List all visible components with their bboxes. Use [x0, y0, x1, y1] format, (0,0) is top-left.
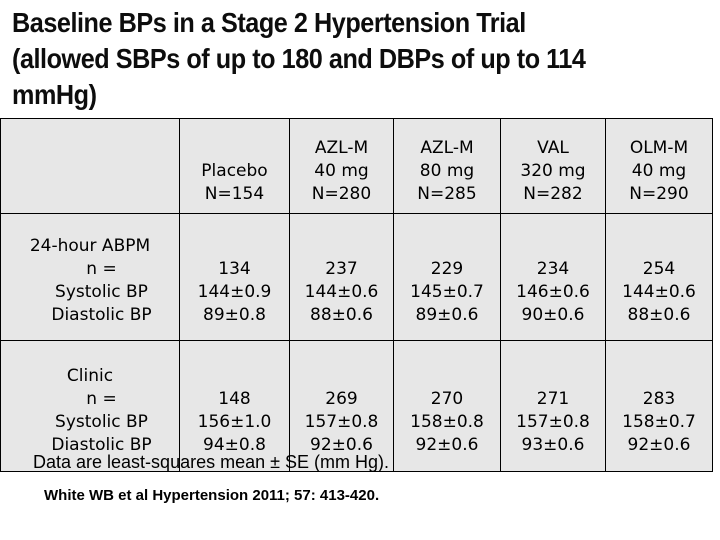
- row-group-label: Clinic: [66, 366, 114, 386]
- col-header-line: 80 mg: [419, 161, 475, 181]
- cell-clinic-azlm-80: 270 158±0.8 92±0.6: [393, 340, 501, 472]
- cell-abpm-olmm-40: 254 144±0.6 88±0.6: [605, 213, 713, 341]
- cell-value: 283: [642, 389, 676, 409]
- cell-abpm-placebo: 134 144±0.9 89±0.8: [179, 213, 290, 341]
- table-row-24hr-abpm: 24-hour ABPM n = Systolic BP Diastolic B…: [0, 213, 713, 341]
- col-header-azlm-40: AZL-M 40 mg N=280: [289, 118, 394, 214]
- metric-label-systolic: Systolic BP: [55, 412, 148, 432]
- cell-value: 237: [325, 259, 358, 279]
- cell-value: 92±0.6: [627, 435, 691, 455]
- col-header-line: N=285: [417, 184, 477, 204]
- cell-value: 88±0.6: [627, 305, 691, 325]
- col-header-line: 40 mg: [631, 161, 687, 181]
- table-header-row: Placebo N=154 AZL-M 40 mg N=280 AZL-M 80…: [0, 118, 713, 214]
- corner-cell: [0, 118, 180, 214]
- cell-abpm-azlm-80: 229 145±0.7 89±0.6: [393, 213, 501, 341]
- cell-clinic-olmm-40: 283 158±0.7 92±0.6: [605, 340, 713, 472]
- col-header-line: AZL-M: [314, 138, 369, 158]
- metric-label-diastolic: Diastolic BP: [51, 305, 152, 325]
- table-row-clinic: Clinic n = Systolic BP Diastolic BP 148 …: [0, 340, 713, 472]
- cell-value: 158±0.8: [410, 412, 484, 432]
- cell-value: 229: [430, 259, 464, 279]
- slide-title-line-1: Baseline BPs in a Stage 2 Hypertension T…: [12, 7, 526, 38]
- cell-value: 234: [536, 259, 570, 279]
- col-header-line: N=290: [629, 184, 689, 204]
- cell-clinic-azlm-40: 269 157±0.8 92±0.6: [289, 340, 394, 472]
- col-header-val-320: VAL 320 mg N=282: [500, 118, 606, 214]
- cell-value: 157±0.8: [516, 412, 590, 432]
- slide-title: Baseline BPs in a Stage 2 Hypertension T…: [12, 5, 714, 113]
- cell-value: 88±0.6: [310, 305, 373, 325]
- slide-title-line-3: mmHg): [12, 79, 97, 110]
- cell-value: 156±1.0: [197, 412, 272, 432]
- cell-value: 92±0.6: [415, 435, 479, 455]
- cell-value: 144±0.6: [622, 282, 696, 302]
- col-header-placebo: Placebo N=154: [179, 118, 290, 214]
- col-header-line: OLM-M: [629, 138, 689, 158]
- col-header-line: N=282: [523, 184, 583, 204]
- cell-value: 94±0.8: [203, 435, 266, 455]
- cell-value: 148: [218, 389, 251, 409]
- col-header-line: N=154: [204, 184, 265, 204]
- cell-value: 144±0.9: [197, 282, 272, 302]
- cell-value: 157±0.8: [304, 412, 379, 432]
- col-header-azlm-80: AZL-M 80 mg N=285: [393, 118, 501, 214]
- cell-value: 92±0.6: [310, 435, 373, 455]
- cell-value: 158±0.7: [622, 412, 696, 432]
- cell-value: 90±0.6: [521, 305, 585, 325]
- col-header-line: AZL-M: [420, 138, 474, 158]
- cell-value: 134: [218, 259, 251, 279]
- col-header-line: VAL: [537, 138, 569, 158]
- row-label-24hr-abpm: 24-hour ABPM n = Systolic BP Diastolic B…: [0, 213, 180, 341]
- cell-value: 271: [536, 389, 570, 409]
- metric-label-n: n =: [86, 389, 117, 409]
- cell-clinic-val-320: 271 157±0.8 93±0.6: [500, 340, 606, 472]
- metric-label-diastolic: Diastolic BP: [51, 435, 152, 455]
- col-header-line: 320 mg: [520, 161, 586, 181]
- cell-value: 146±0.6: [516, 282, 590, 302]
- cell-value: 145±0.7: [410, 282, 484, 302]
- col-header-olmm-40: OLM-M 40 mg N=290: [605, 118, 713, 214]
- col-header-line: N=280: [311, 184, 372, 204]
- metric-label-n: n =: [86, 259, 117, 279]
- cell-value: 254: [642, 259, 676, 279]
- baseline-bp-table: Placebo N=154 AZL-M 40 mg N=280 AZL-M 80…: [0, 118, 713, 472]
- slide-title-line-2: (allowed SBPs of up to 180 and DBPs of u…: [12, 43, 586, 74]
- citation-reference: White WB et al Hypertension 2011; 57: 41…: [44, 487, 380, 504]
- metric-label-systolic: Systolic BP: [55, 282, 148, 302]
- cell-clinic-placebo: 148 156±1.0 94±0.8: [179, 340, 290, 472]
- cell-abpm-val-320: 234 146±0.6 90±0.6: [500, 213, 606, 341]
- data-footnote: Data are least-squares mean ± SE (mm Hg)…: [33, 452, 390, 472]
- cell-value: 93±0.6: [521, 435, 585, 455]
- row-label-clinic: Clinic n = Systolic BP Diastolic BP: [0, 340, 180, 472]
- cell-value: 144±0.6: [304, 282, 379, 302]
- cell-value: 89±0.8: [203, 305, 266, 325]
- cell-value: 270: [430, 389, 464, 409]
- col-header-line: 40 mg: [314, 161, 369, 181]
- cell-value: 269: [325, 389, 358, 409]
- row-group-label: 24-hour ABPM: [29, 236, 151, 256]
- cell-abpm-azlm-40: 237 144±0.6 88±0.6: [289, 213, 394, 341]
- cell-value: 89±0.6: [415, 305, 479, 325]
- col-header-line: Placebo: [201, 161, 268, 181]
